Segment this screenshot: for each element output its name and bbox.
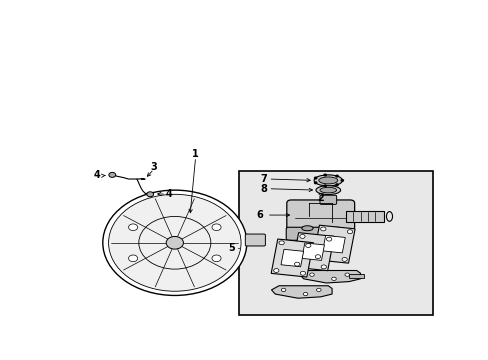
Circle shape [109, 172, 116, 177]
Bar [239, 171, 432, 315]
Circle shape [331, 277, 336, 280]
Circle shape [211, 224, 221, 230]
Text: 1: 1 [192, 149, 199, 159]
Circle shape [341, 257, 346, 261]
Circle shape [128, 224, 138, 230]
Circle shape [281, 288, 285, 292]
Circle shape [166, 237, 183, 249]
Circle shape [273, 269, 278, 273]
Ellipse shape [315, 186, 340, 194]
Circle shape [299, 234, 305, 238]
Circle shape [300, 271, 305, 275]
Circle shape [128, 255, 138, 262]
Circle shape [324, 185, 325, 186]
FancyBboxPatch shape [319, 195, 336, 204]
Circle shape [211, 255, 221, 262]
Text: 5: 5 [228, 243, 235, 253]
Polygon shape [322, 235, 345, 253]
Circle shape [146, 192, 153, 197]
Circle shape [108, 194, 241, 291]
Text: 4: 4 [165, 189, 172, 199]
Ellipse shape [313, 175, 342, 186]
Circle shape [316, 288, 321, 292]
Circle shape [315, 255, 320, 258]
Text: 3: 3 [150, 162, 157, 172]
Circle shape [102, 190, 246, 296]
Circle shape [314, 182, 316, 184]
Circle shape [335, 175, 338, 177]
Circle shape [346, 230, 352, 234]
Text: 6: 6 [256, 210, 263, 220]
Text: 8: 8 [260, 184, 267, 194]
Circle shape [294, 262, 299, 266]
Circle shape [321, 265, 326, 269]
Circle shape [314, 177, 316, 179]
Polygon shape [301, 243, 324, 260]
Circle shape [326, 237, 331, 241]
Polygon shape [271, 286, 331, 298]
Circle shape [303, 292, 307, 296]
Circle shape [279, 241, 284, 245]
Circle shape [309, 273, 314, 276]
Circle shape [341, 180, 343, 181]
Ellipse shape [301, 226, 312, 231]
Circle shape [324, 174, 325, 176]
Polygon shape [312, 225, 354, 263]
Ellipse shape [318, 177, 337, 184]
Ellipse shape [319, 187, 336, 193]
Circle shape [335, 184, 338, 186]
FancyBboxPatch shape [286, 200, 354, 230]
Polygon shape [271, 239, 313, 277]
Circle shape [320, 227, 325, 231]
Polygon shape [299, 270, 360, 283]
FancyBboxPatch shape [245, 234, 265, 246]
Text: 4: 4 [94, 170, 101, 180]
Circle shape [305, 244, 310, 247]
Bar [348, 274, 364, 278]
Circle shape [344, 273, 349, 276]
Text: 2: 2 [317, 193, 324, 203]
FancyBboxPatch shape [285, 227, 339, 240]
Bar [346, 211, 384, 222]
Text: 7: 7 [260, 174, 267, 184]
Polygon shape [281, 249, 303, 267]
Polygon shape [291, 233, 334, 271]
